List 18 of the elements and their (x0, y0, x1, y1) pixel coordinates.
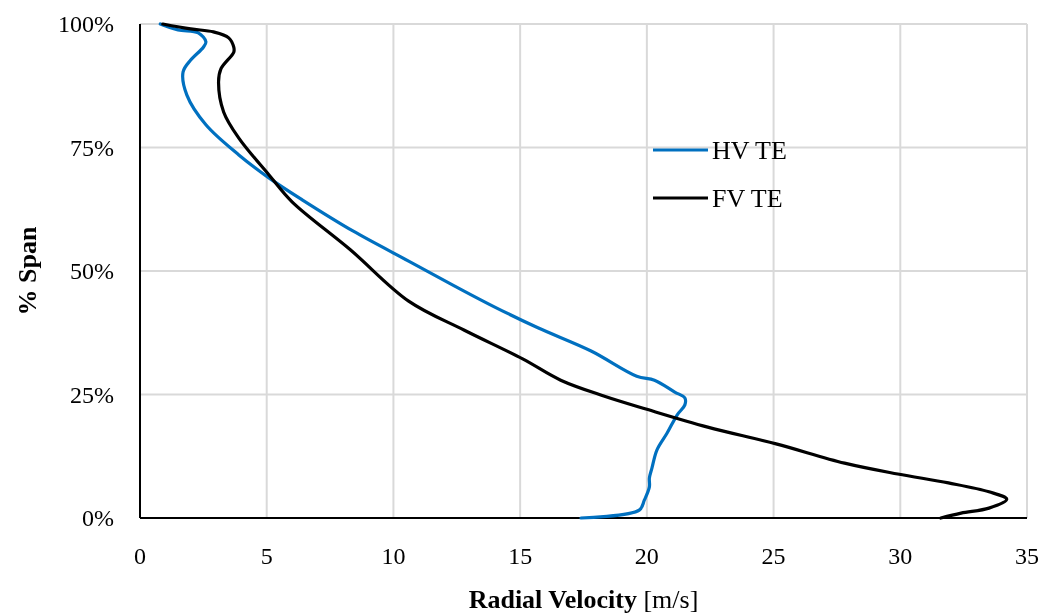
y-axis-title: % Span (13, 226, 42, 316)
x-tick-label: 20 (634, 543, 659, 569)
x-axis-title: Radial Velocity [m/s] (468, 585, 699, 614)
x-tick-label: 30 (888, 543, 913, 569)
legend-label: FV TE (712, 184, 783, 213)
legend-label: HV TE (712, 136, 787, 165)
line-series (158, 22, 687, 520)
x-tick-label: 10 (381, 543, 406, 569)
y-tick-label: 100% (58, 11, 114, 37)
x-tick-label: 15 (508, 543, 533, 569)
y-tick-label: 75% (70, 134, 114, 161)
x-tick-label: 0 (134, 543, 146, 569)
y-tick-label: 25% (70, 381, 114, 408)
y-tick-label: 50% (70, 258, 114, 284)
y-tick-label: 0% (82, 505, 114, 531)
x-tick-label: 25 (761, 543, 786, 569)
x-tick-label: 5 (260, 543, 273, 569)
x-tick-label: 35 (1015, 543, 1039, 569)
